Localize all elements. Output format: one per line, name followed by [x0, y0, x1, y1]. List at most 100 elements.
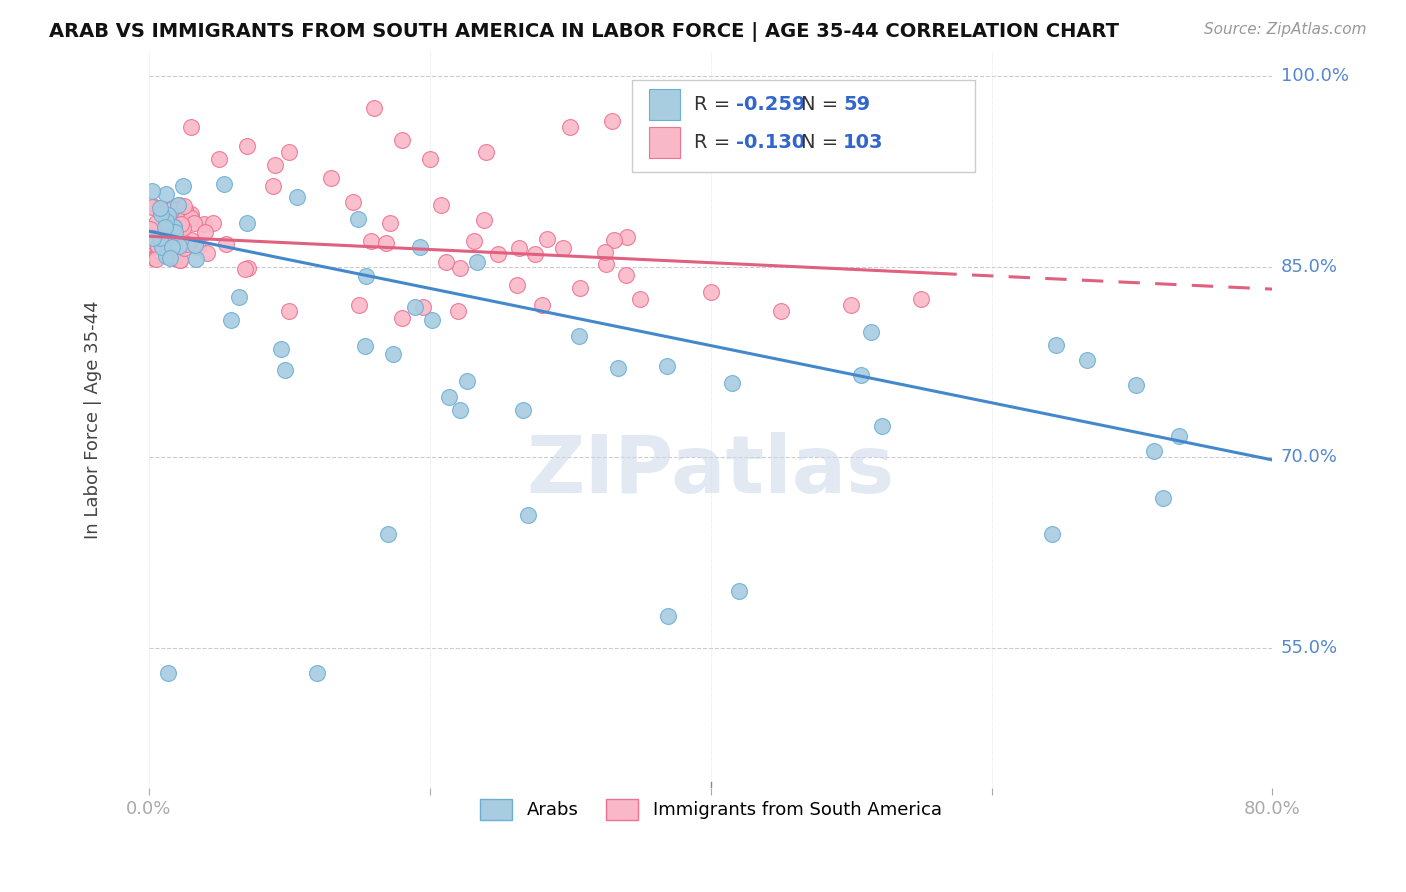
- Point: [264, 158, 287, 172]
- Text: N =: N =: [800, 95, 844, 114]
- Point: [595, 257, 617, 271]
- FancyBboxPatch shape: [648, 128, 681, 158]
- Point: [145, 252, 167, 266]
- Point: [228, 291, 250, 305]
- Point: [169, 253, 191, 268]
- Point: [169, 234, 191, 248]
- Point: [162, 202, 184, 217]
- Point: [150, 219, 173, 234]
- Point: [463, 234, 485, 248]
- Point: [391, 133, 413, 147]
- Text: -0.130: -0.130: [737, 133, 806, 153]
- Point: [165, 244, 187, 258]
- Point: [142, 235, 165, 249]
- Point: [430, 198, 453, 212]
- Point: [349, 298, 371, 312]
- Point: [141, 200, 163, 214]
- Point: [517, 508, 540, 522]
- Point: [600, 113, 623, 128]
- Point: [155, 229, 177, 244]
- Point: [165, 226, 187, 240]
- Point: [162, 252, 184, 266]
- Point: [194, 225, 217, 239]
- Text: In Labor Force | Age 35-44: In Labor Force | Age 35-44: [83, 300, 101, 539]
- Point: [179, 211, 201, 226]
- Point: [523, 247, 546, 261]
- Point: [167, 197, 190, 211]
- Text: ZIPatlas: ZIPatlas: [526, 432, 894, 510]
- Point: [409, 240, 432, 254]
- Point: [183, 238, 205, 252]
- Point: [307, 666, 329, 681]
- Point: [456, 375, 478, 389]
- Point: [176, 237, 198, 252]
- Point: [143, 200, 166, 214]
- Point: [375, 235, 398, 250]
- Point: [1168, 429, 1191, 443]
- Text: 85.0%: 85.0%: [1281, 258, 1339, 276]
- Point: [849, 368, 872, 382]
- Point: [163, 220, 186, 235]
- Point: [157, 238, 180, 252]
- Point: [187, 240, 209, 254]
- Point: [382, 347, 405, 361]
- Point: [215, 237, 238, 252]
- Point: [560, 120, 582, 134]
- Point: [172, 179, 194, 194]
- Point: [165, 251, 187, 265]
- Point: [160, 240, 183, 254]
- Point: [173, 241, 195, 255]
- Point: [860, 325, 883, 339]
- Point: [235, 261, 257, 276]
- Point: [148, 239, 170, 253]
- Point: [449, 261, 471, 276]
- FancyBboxPatch shape: [648, 89, 681, 120]
- Point: [839, 298, 862, 312]
- Point: [202, 216, 225, 230]
- Point: [354, 339, 377, 353]
- Point: [614, 268, 637, 283]
- Text: 55.0%: 55.0%: [1281, 639, 1339, 657]
- Point: [616, 230, 638, 244]
- Point: [142, 246, 165, 260]
- Point: [278, 304, 301, 318]
- Legend: Arabs, Immigrants from South America: Arabs, Immigrants from South America: [472, 791, 949, 827]
- Point: [1143, 444, 1166, 458]
- Point: [156, 208, 179, 222]
- Point: [1152, 491, 1174, 506]
- Text: R =: R =: [693, 133, 737, 153]
- Point: [262, 178, 284, 193]
- Point: [1125, 377, 1147, 392]
- Point: [208, 152, 231, 166]
- Point: [212, 177, 235, 191]
- Point: [354, 269, 377, 284]
- Point: [449, 402, 471, 417]
- Point: [155, 249, 177, 263]
- Point: [910, 292, 932, 306]
- Text: N =: N =: [800, 133, 844, 153]
- Point: [769, 304, 792, 318]
- Point: [1076, 353, 1098, 368]
- Point: [174, 202, 197, 217]
- Point: [163, 220, 186, 235]
- Point: [145, 217, 167, 231]
- Point: [603, 233, 626, 247]
- Point: [439, 390, 461, 404]
- Point: [404, 301, 426, 315]
- Point: [162, 239, 184, 253]
- Point: [278, 145, 301, 160]
- Point: [170, 217, 193, 231]
- Point: [167, 202, 190, 216]
- Point: [142, 231, 165, 245]
- Point: [157, 666, 180, 681]
- Text: 59: 59: [844, 95, 870, 114]
- Point: [155, 214, 177, 228]
- Point: [149, 244, 172, 259]
- Point: [167, 239, 190, 253]
- Point: [285, 190, 308, 204]
- Point: [657, 609, 679, 624]
- Point: [142, 223, 165, 237]
- Point: [699, 285, 721, 300]
- Point: [169, 252, 191, 267]
- Point: [870, 419, 893, 434]
